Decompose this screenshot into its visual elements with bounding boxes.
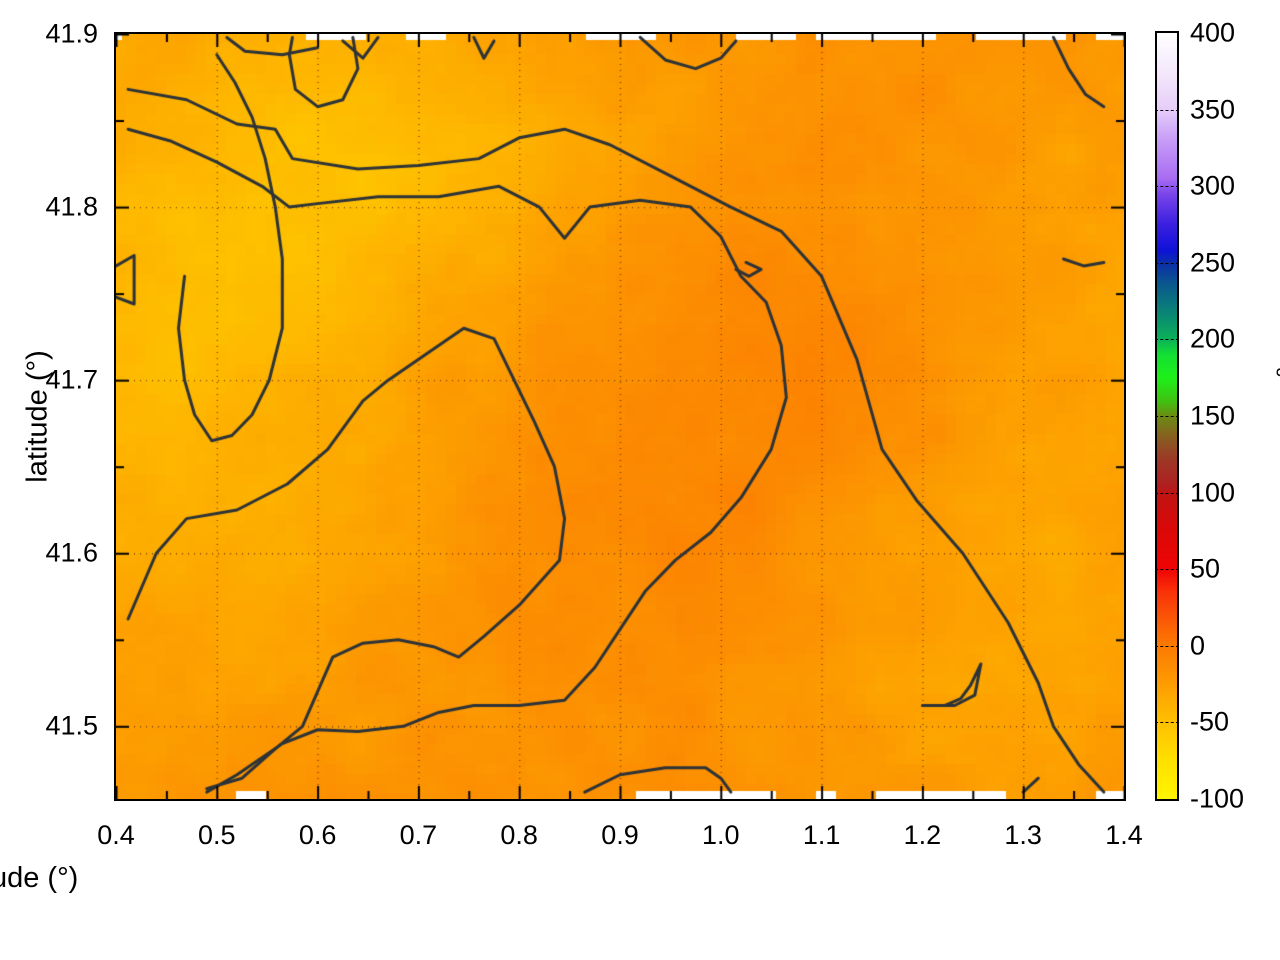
colorbar-tick-label: 300: [1190, 170, 1236, 201]
x-tick-label: 0.7: [399, 820, 438, 850]
y-axis-title-text: latitude (°): [21, 350, 54, 483]
colorbar-tick-mark: [1155, 722, 1179, 724]
x-tick-label: 1.0: [702, 820, 740, 850]
heatmap-field-canvas: [116, 34, 1124, 799]
colorbar-tick-label: -50: [1190, 706, 1230, 737]
colorbar-tick-mark: [1155, 645, 1179, 647]
y-tick-label: 41.5: [45, 710, 98, 741]
colorbar-title-text: H (W m: [1275, 383, 1280, 474]
plot-frame: [114, 32, 1126, 801]
colorbar-tick-mark: [1155, 492, 1179, 494]
x-tick-label: 0.6: [298, 820, 337, 850]
colorbar-tick-mark: [1155, 416, 1179, 417]
x-axis-title: longitude (°): [0, 862, 1240, 895]
x-tick-label: 0.9: [601, 820, 639, 850]
y-tick-label: 41.7: [45, 364, 98, 395]
x-tick-label: 1.3: [1004, 820, 1042, 850]
colorbar-tick-label: 150: [1190, 400, 1236, 431]
colorbar-tick-label: 200: [1190, 323, 1236, 354]
colorbar-tick-label: 50: [1190, 553, 1221, 584]
y-tick-label: 41.9: [45, 18, 98, 49]
y-axis-title: latitude (°): [22, 217, 55, 617]
colorbar-tick-label: -100: [1190, 783, 1245, 814]
colorbar-title-close: ): [1276, 358, 1280, 367]
x-tick-label: 0.8: [500, 820, 538, 850]
colorbar-tick-mark: [1155, 569, 1179, 571]
colorbar-tick-label: 400: [1190, 17, 1236, 48]
x-tick-label: 0.4: [97, 820, 135, 850]
colorbar-title-exponent: -2: [1273, 367, 1280, 384]
colorbar-tick-label: 100: [1190, 477, 1236, 508]
colorbar-tick-label: 0: [1190, 630, 1206, 661]
y-tick-label: 41.6: [45, 537, 98, 568]
x-tick-label: 1.1: [802, 820, 841, 850]
x-tick-label: 1.4: [1105, 820, 1143, 850]
colorbar-tick-mark: [1155, 109, 1179, 111]
y-tick-label: 41.8: [45, 191, 98, 222]
x-tick-label: 0.5: [198, 820, 236, 850]
x-tick-label: 1.2: [903, 820, 942, 850]
colorbar-tick-label: 250: [1190, 247, 1236, 278]
colorbar-tick-mark: [1155, 339, 1179, 341]
colorbar-tick-mark: [1155, 186, 1179, 188]
x-axis-title-text: longitude (°): [0, 862, 79, 894]
colorbar-tick-mark: [1155, 262, 1179, 264]
colorbar-title: H (W m-2): [1274, 247, 1280, 587]
colorbar-tick-label: 350: [1190, 94, 1236, 125]
